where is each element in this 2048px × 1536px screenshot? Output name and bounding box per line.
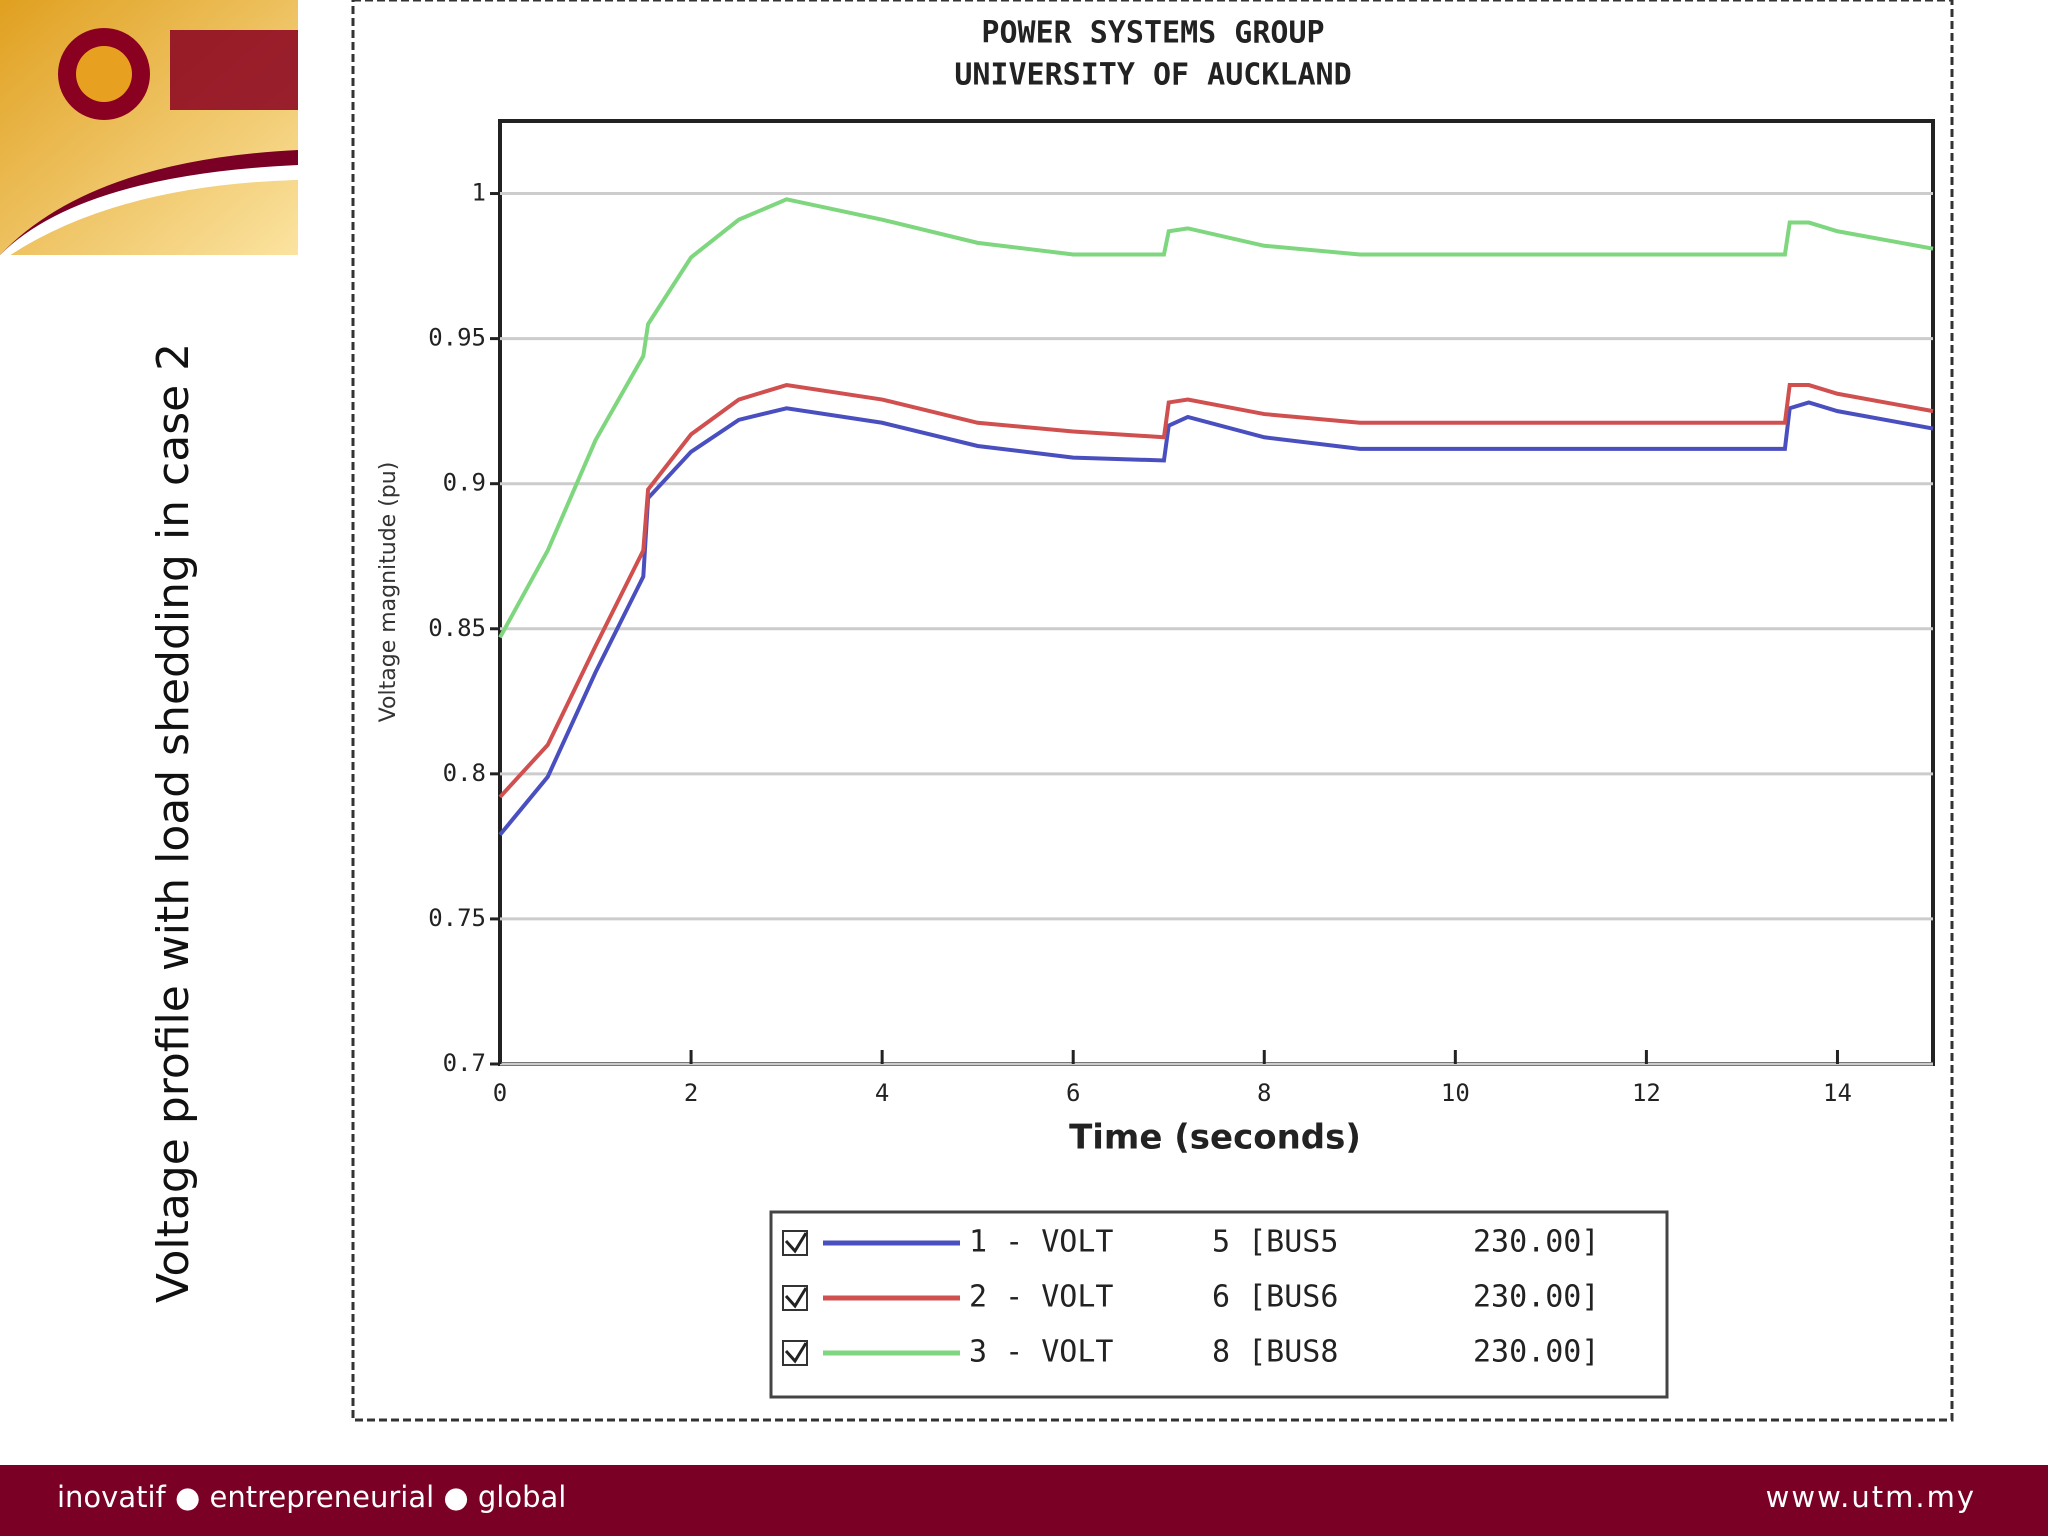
- y-tick-label: 0.9: [443, 469, 486, 497]
- slide-caption: Voltage profile with load shedding in ca…: [148, 343, 199, 1303]
- logo-wordmark: [170, 30, 298, 110]
- x-tick-label: 6: [1066, 1079, 1080, 1107]
- x-tick-label: 0: [493, 1079, 507, 1107]
- legend-check: [784, 1287, 808, 1309]
- x-tick-label: 14: [1823, 1079, 1852, 1107]
- legend-bus: 6 [BUS6: [1212, 1280, 1338, 1315]
- x-tick-label: 10: [1441, 1079, 1470, 1107]
- x-tick-label: 2: [684, 1079, 698, 1107]
- legend-bus: 8 [BUS8: [1212, 1335, 1338, 1370]
- y-tick-label: 0.75: [428, 904, 486, 932]
- legend-name: 2 - VOLT: [969, 1280, 1114, 1315]
- legend-bus: 5 [BUS5: [1212, 1225, 1338, 1260]
- logo-swoosh-light: [0, 165, 298, 262]
- legend-check: [784, 1232, 808, 1254]
- y-tick-label: 0.95: [428, 324, 486, 352]
- legend-name: 3 - VOLT: [969, 1335, 1114, 1370]
- legend-check: [784, 1342, 808, 1364]
- x-axis-label: Time (seconds): [1069, 1118, 1361, 1158]
- y-tick-label: 1: [472, 179, 486, 207]
- footer-tagline: inovatif ● entrepreneurial ● global: [57, 1480, 566, 1514]
- plot-area: [498, 119, 1935, 1066]
- x-tick-label: 4: [875, 1079, 889, 1107]
- chart-title: POWER SYSTEMS GROUP: [981, 16, 1324, 51]
- legend-kv: 230.00]: [1473, 1225, 1599, 1260]
- logo-emblem-inner: [76, 46, 132, 102]
- x-tick-label: 8: [1257, 1079, 1271, 1107]
- series-line: [498, 197, 1934, 639]
- y-tick-label: 0.85: [428, 614, 486, 642]
- y-tick-label: 0.7: [443, 1049, 486, 1077]
- footer-url: www.utm.my: [1766, 1480, 1976, 1514]
- x-tick-label: 12: [1632, 1079, 1661, 1107]
- chart-subtitle: UNIVERSITY OF AUCKLAND: [954, 58, 1351, 93]
- series-line: [498, 382, 1934, 799]
- legend-kv: 230.00]: [1473, 1280, 1599, 1315]
- legend-name: 1 - VOLT: [969, 1225, 1114, 1260]
- footer-bar: [0, 1465, 2048, 1536]
- y-axis-label: Voltage magnitude (pu): [376, 462, 401, 723]
- y-tick-label: 0.8: [443, 759, 486, 787]
- legend-kv: 230.00]: [1473, 1335, 1599, 1370]
